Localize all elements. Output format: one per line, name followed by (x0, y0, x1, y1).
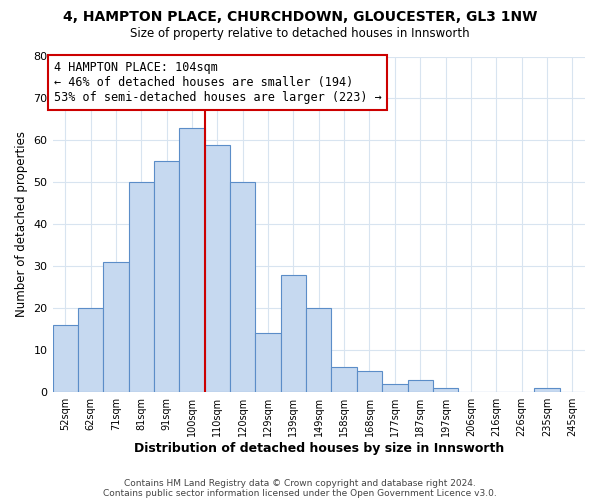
Bar (306, 308, 331, 392)
Bar (357, 371, 382, 392)
Bar (154, 162, 179, 392)
Bar (331, 367, 357, 392)
Bar (103, 262, 128, 392)
Bar (205, 144, 230, 392)
Bar (230, 182, 256, 392)
Bar (128, 182, 154, 392)
Y-axis label: Number of detached properties: Number of detached properties (15, 132, 28, 318)
Text: 4, HAMPTON PLACE, CHURCHDOWN, GLOUCESTER, GL3 1NW: 4, HAMPTON PLACE, CHURCHDOWN, GLOUCESTER… (63, 10, 537, 24)
Text: 4 HAMPTON PLACE: 104sqm
← 46% of detached houses are smaller (194)
53% of semi-d: 4 HAMPTON PLACE: 104sqm ← 46% of detache… (54, 60, 382, 104)
Bar (281, 274, 306, 392)
Bar (534, 388, 560, 392)
Bar (382, 384, 407, 392)
Text: Contains HM Land Registry data © Crown copyright and database right 2024.: Contains HM Land Registry data © Crown c… (124, 478, 476, 488)
Bar (433, 388, 458, 392)
Bar (179, 128, 205, 392)
Bar (256, 334, 281, 392)
Text: Contains public sector information licensed under the Open Government Licence v3: Contains public sector information licen… (103, 488, 497, 498)
Bar (53, 325, 78, 392)
Bar (407, 380, 433, 392)
Bar (78, 308, 103, 392)
X-axis label: Distribution of detached houses by size in Innsworth: Distribution of detached houses by size … (134, 442, 504, 455)
Text: Size of property relative to detached houses in Innsworth: Size of property relative to detached ho… (130, 28, 470, 40)
